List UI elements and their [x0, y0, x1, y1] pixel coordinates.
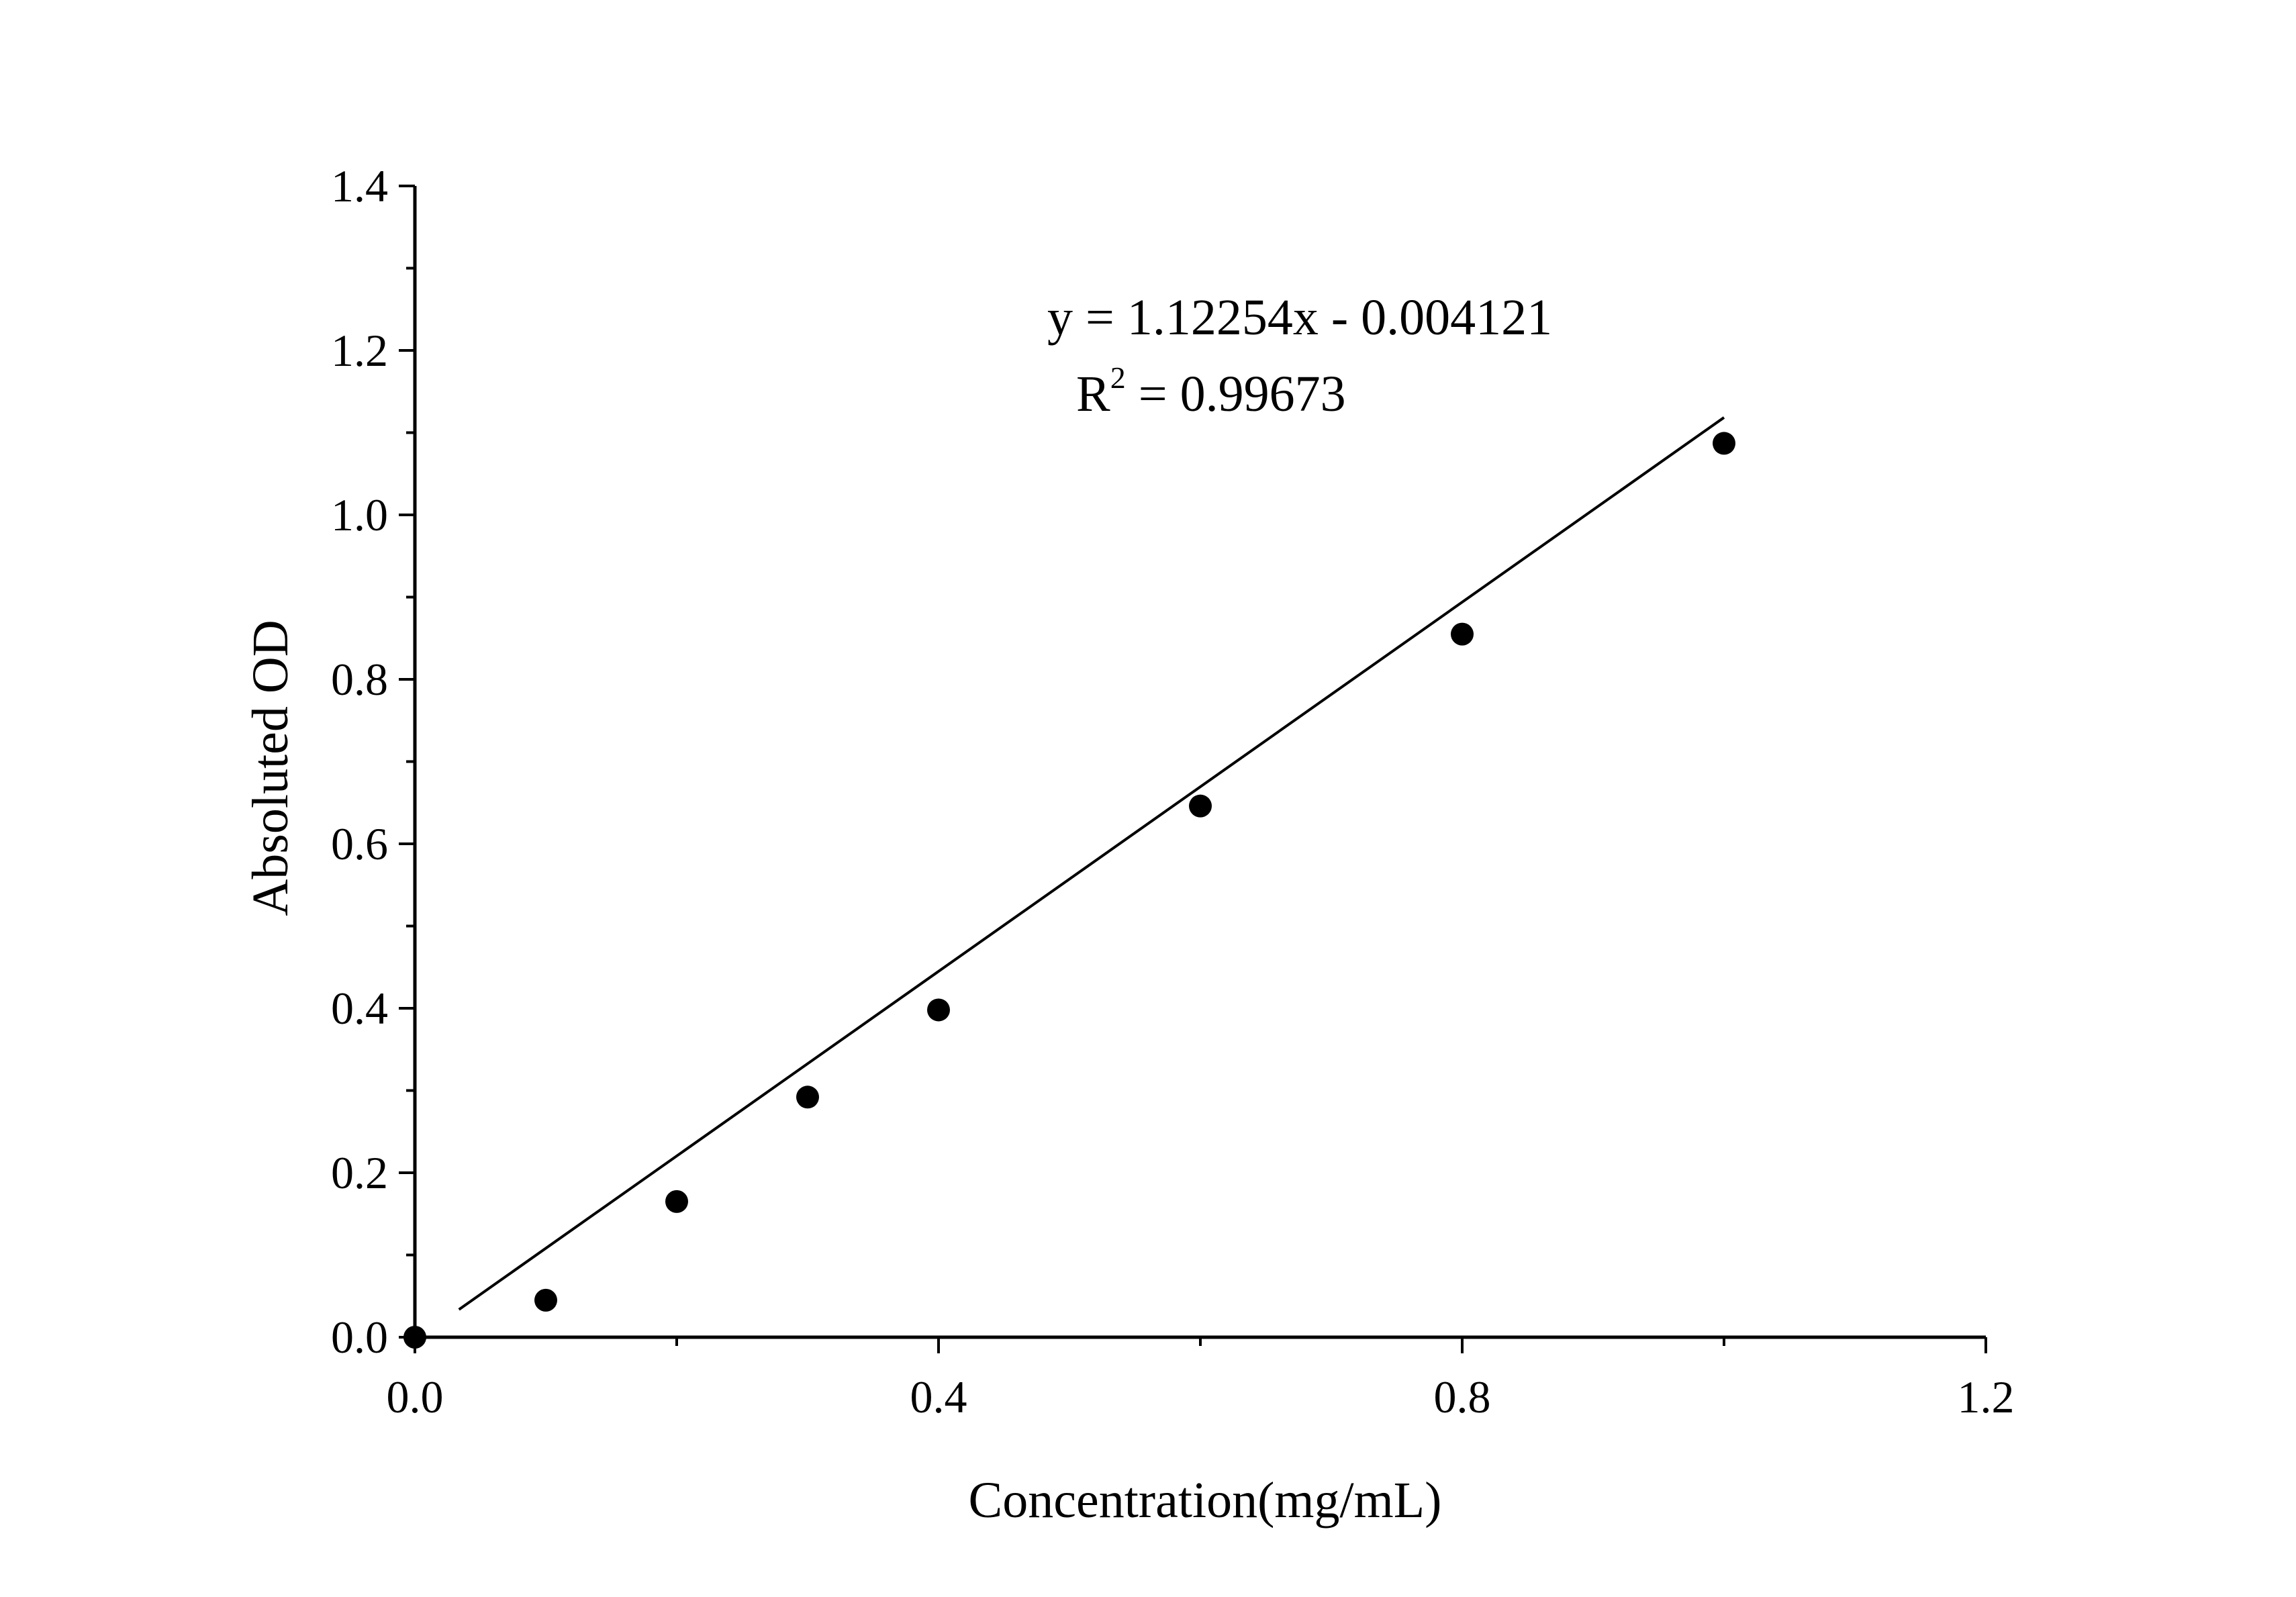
- y-tick-label: 1.0: [331, 489, 388, 540]
- data-point: [796, 1085, 819, 1109]
- y-tick-label: 0.8: [331, 654, 388, 705]
- y-axis-label: Absoluted OD: [242, 620, 299, 916]
- y-tick-label: 0.6: [331, 818, 388, 869]
- y-tick-label: 0.4: [331, 983, 388, 1034]
- data-point: [1713, 432, 1735, 455]
- r-squared: R2 = 0.99673: [1076, 360, 1346, 422]
- x-axis-label: Concentration(mg/mL): [969, 1472, 1442, 1529]
- r-squared-value: = 0.99673: [1126, 366, 1346, 422]
- data-point: [927, 998, 950, 1022]
- x-tick-label: 0.8: [1434, 1371, 1491, 1422]
- y-tick-label: 0.0: [331, 1312, 388, 1363]
- tick-labels: 0.0 0.4 0.8 1.2 0.0 0.2 0.4 0.6 0.8 1.0 1.2 1.4: [331, 160, 2015, 1422]
- data-point: [1451, 622, 1474, 646]
- fit-line: [458, 416, 1725, 1311]
- x-tick-label: 1.2: [1958, 1371, 2015, 1422]
- axes: [413, 186, 1986, 1339]
- ticks: [399, 185, 1987, 1353]
- fit-equation: y = 1.12254x - 0.004121: [1047, 289, 1552, 346]
- y-tick-label: 0.2: [331, 1147, 388, 1198]
- data-points: [403, 432, 1735, 1349]
- x-tick-label: 0.4: [910, 1371, 967, 1422]
- data-point: [1189, 794, 1212, 818]
- r-squared-superscript: 2: [1110, 360, 1126, 395]
- data-point: [665, 1190, 688, 1213]
- y-tick-label: 1.2: [331, 325, 388, 376]
- y-tick-label: 1.4: [331, 160, 388, 211]
- r-squared-prefix: R: [1076, 366, 1110, 422]
- x-tick-label: 0.0: [387, 1371, 444, 1422]
- data-point: [534, 1288, 557, 1312]
- data-point: [403, 1326, 426, 1349]
